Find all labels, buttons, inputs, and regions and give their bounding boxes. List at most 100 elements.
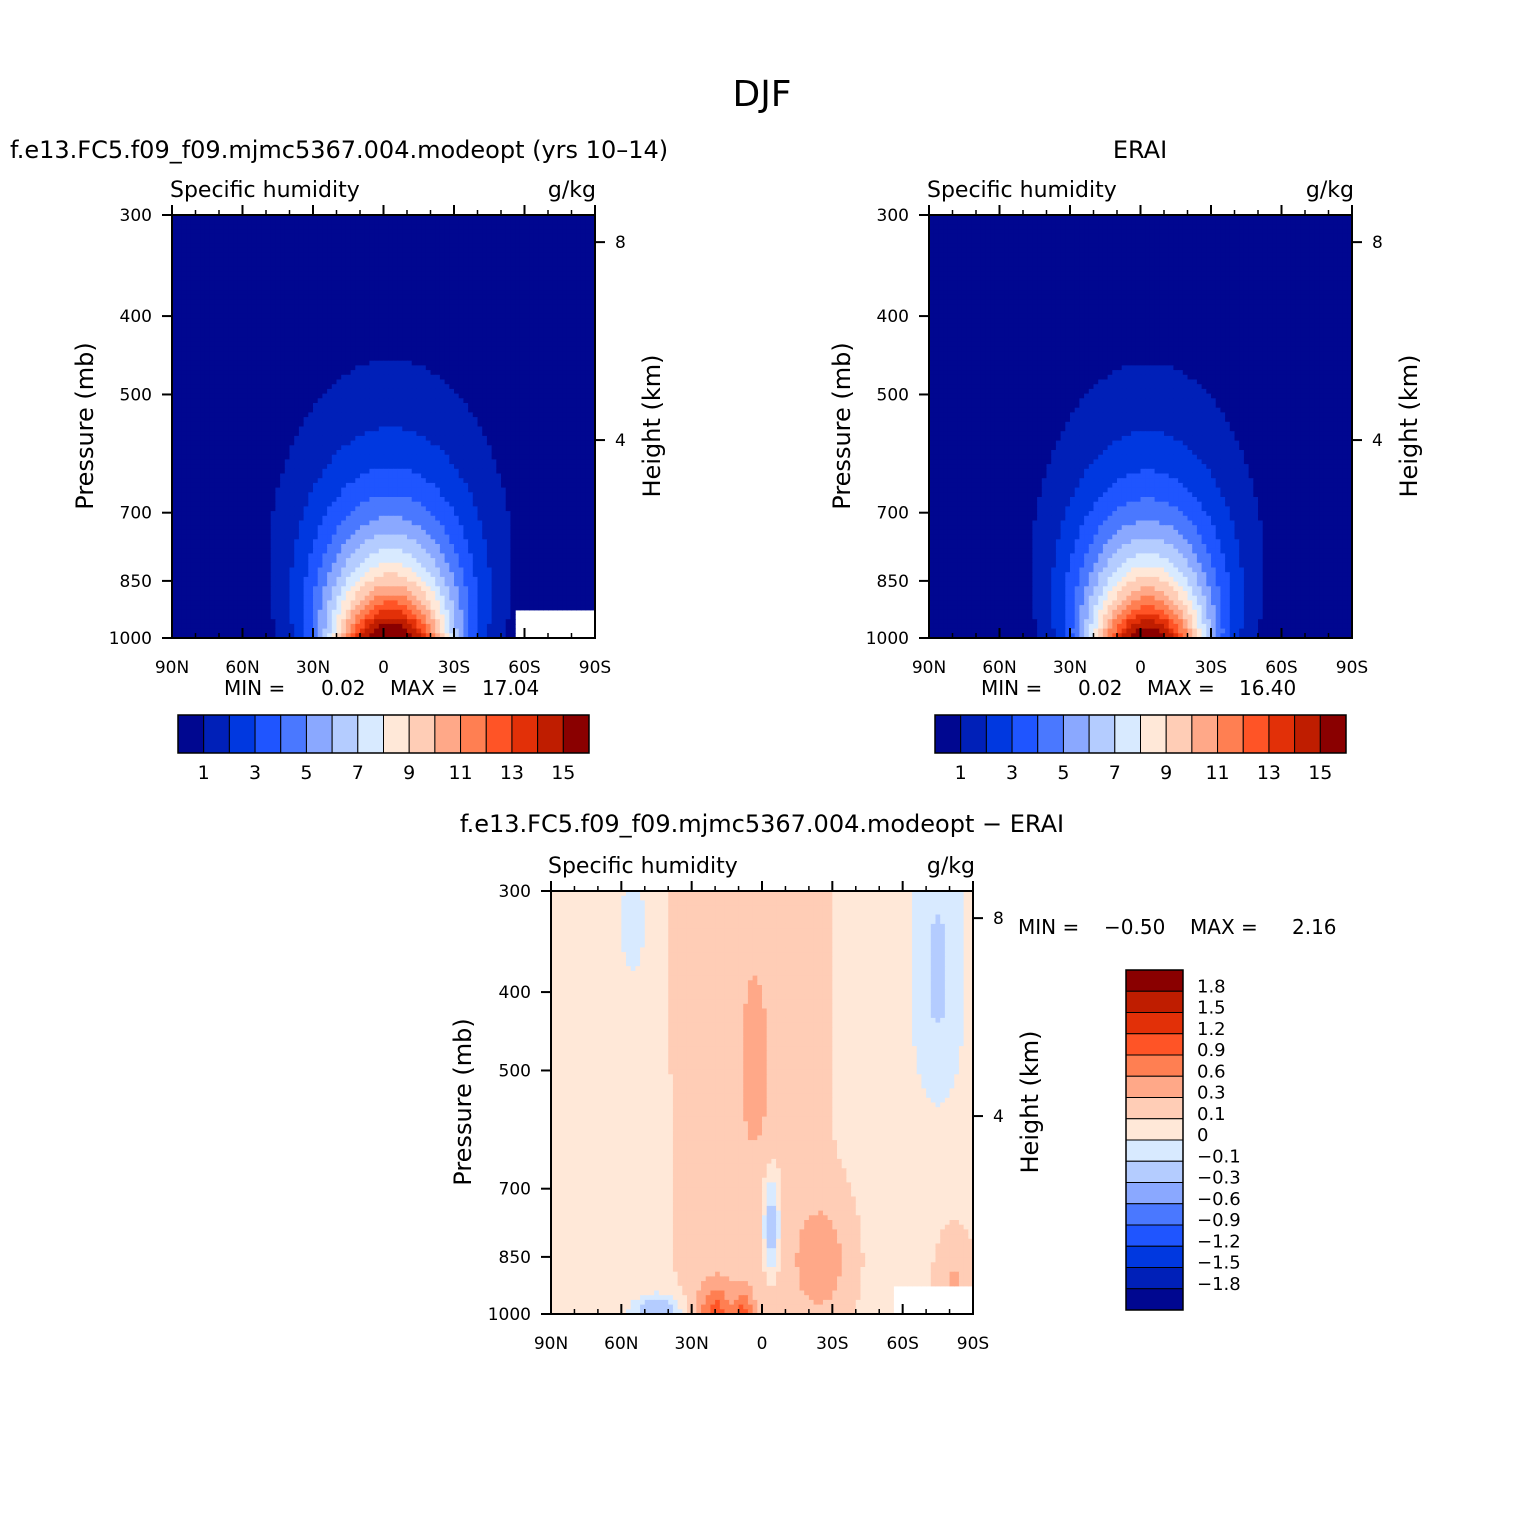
contour-cell xyxy=(270,412,276,418)
contour-cell xyxy=(529,243,535,249)
contour-cell xyxy=(444,356,450,362)
contour-cell xyxy=(186,215,192,221)
contour-cell xyxy=(552,351,558,357)
contour-cell xyxy=(590,327,595,334)
contour-cell xyxy=(510,398,516,404)
contour-cell xyxy=(237,337,244,343)
contour-cell xyxy=(566,304,573,310)
contour-cell xyxy=(392,450,399,456)
contour-cell xyxy=(280,473,286,479)
contour-cell xyxy=(289,285,295,291)
contour-cell xyxy=(256,332,262,338)
contour-cell xyxy=(313,224,319,230)
contour-cell xyxy=(585,309,591,315)
contour-cell xyxy=(501,299,507,305)
contour-cell xyxy=(407,407,413,413)
contour-cell xyxy=(209,346,215,352)
contour-cell xyxy=(430,257,436,263)
contour-cell xyxy=(251,276,258,282)
contour-cell xyxy=(190,468,197,475)
contour-cell xyxy=(576,332,582,338)
contour-cell xyxy=(402,356,408,362)
contour-cell xyxy=(454,332,460,338)
contour-cell xyxy=(223,233,229,240)
contour-cell xyxy=(463,356,469,362)
contour-cell xyxy=(322,262,328,268)
contour-cell xyxy=(181,459,187,465)
contour-cell xyxy=(529,304,535,310)
contour-cell xyxy=(548,257,554,263)
contour-cell xyxy=(360,323,366,329)
contour-cell xyxy=(237,374,244,381)
contour-cell xyxy=(562,384,568,390)
contour-cell xyxy=(233,365,239,371)
contour-cell xyxy=(228,290,234,296)
contour-cell xyxy=(425,370,432,376)
contour-cell xyxy=(374,262,380,268)
contour-cell xyxy=(233,323,239,329)
contour-cell xyxy=(214,271,220,277)
contour-cell xyxy=(496,332,502,338)
contour-cell xyxy=(505,468,511,475)
contour-cell xyxy=(407,219,413,225)
contour-cell xyxy=(275,332,281,338)
contour-cell xyxy=(548,327,554,334)
contour-cell xyxy=(266,309,272,315)
contour-cell xyxy=(411,464,417,470)
contour-cell xyxy=(204,243,211,249)
contour-cell xyxy=(421,233,427,240)
contour-cell xyxy=(251,327,258,334)
contour-cell xyxy=(360,318,366,324)
contour-cell xyxy=(585,459,591,465)
contour-cell xyxy=(247,299,253,305)
contour-cell xyxy=(383,290,389,296)
contour-cell xyxy=(557,266,563,272)
contour-cell xyxy=(266,450,272,456)
contour-cell xyxy=(327,356,333,362)
contour-cell xyxy=(576,435,582,442)
contour-cell xyxy=(322,332,328,338)
contour-cell xyxy=(562,280,568,287)
contour-cell xyxy=(233,459,239,465)
contour-cell xyxy=(585,464,591,470)
contour-cell xyxy=(501,243,507,249)
contour-cell xyxy=(355,356,361,362)
contour-cell xyxy=(172,431,178,437)
contour-cell xyxy=(280,407,286,413)
contour-cell xyxy=(562,360,568,366)
contour-cell xyxy=(181,398,187,404)
contour-cell xyxy=(214,215,220,221)
contour-cell xyxy=(270,332,276,338)
contour-cell xyxy=(402,313,408,319)
contour-cell xyxy=(378,323,385,329)
contour-cell xyxy=(261,454,267,460)
contour-cell xyxy=(454,440,460,446)
contour-cell xyxy=(256,370,262,376)
contour-cell xyxy=(425,290,432,296)
contour-cell xyxy=(176,426,182,432)
contour-cell xyxy=(463,450,469,456)
contour-cell xyxy=(200,459,206,465)
contour-cell xyxy=(341,379,347,385)
contour-cell xyxy=(576,454,582,460)
contour-cell xyxy=(298,450,305,456)
contour-cell xyxy=(228,271,234,277)
contour-cell xyxy=(430,299,436,305)
contour-cell xyxy=(327,370,333,376)
contour-cell xyxy=(407,290,413,296)
contour-cell xyxy=(566,435,573,442)
contour-cell xyxy=(172,421,178,428)
contour-cell xyxy=(270,341,276,348)
contour-cell xyxy=(294,276,300,282)
contour-cell xyxy=(327,327,333,334)
contour-cell xyxy=(214,468,220,475)
contour-cell xyxy=(407,426,413,432)
contour-cell xyxy=(247,454,253,460)
contour-cell xyxy=(176,341,182,348)
contour-cell xyxy=(439,233,446,240)
contour-cell xyxy=(228,473,234,479)
contour-cell xyxy=(204,426,211,432)
contour-cell xyxy=(472,393,479,399)
contour-cell xyxy=(388,224,394,230)
contour-cell xyxy=(402,271,408,277)
